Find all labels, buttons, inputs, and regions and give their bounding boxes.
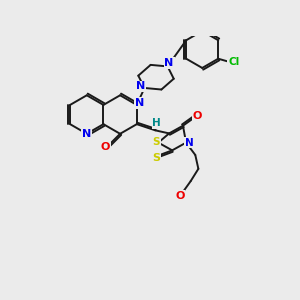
Text: N: N bbox=[135, 98, 145, 108]
Text: N: N bbox=[136, 81, 145, 92]
Text: N: N bbox=[82, 129, 92, 139]
Text: Cl: Cl bbox=[228, 57, 239, 67]
Text: O: O bbox=[193, 112, 202, 122]
Text: O: O bbox=[175, 191, 184, 201]
Text: O: O bbox=[101, 142, 110, 152]
Text: H: H bbox=[152, 118, 161, 128]
Text: S: S bbox=[152, 153, 160, 163]
Text: N: N bbox=[164, 58, 174, 68]
Text: S: S bbox=[152, 137, 160, 147]
Text: N: N bbox=[185, 138, 194, 148]
